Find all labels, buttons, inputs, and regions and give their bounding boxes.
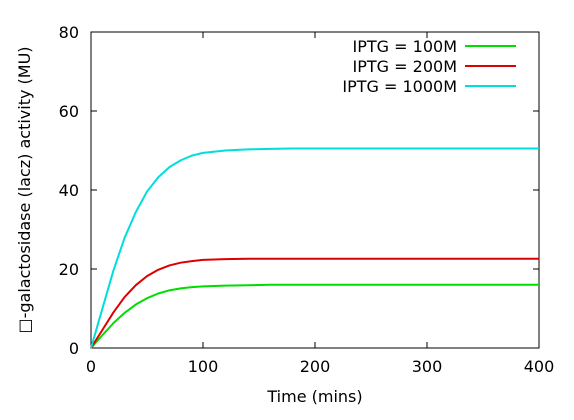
legend-label-1: IPTG = 100M bbox=[353, 37, 457, 56]
legend-label-3: IPTG = 1000M bbox=[342, 77, 457, 96]
series-lines bbox=[90, 147, 539, 349]
y-axis-label: □-galactosidase (lacz) activity (MU) bbox=[15, 46, 34, 333]
series-line-3 bbox=[90, 147, 539, 349]
y-tick-label: 80 bbox=[59, 23, 79, 42]
x-tick-label: 200 bbox=[300, 357, 331, 376]
y-tick-label: 0 bbox=[69, 339, 79, 358]
series-line-1 bbox=[90, 283, 539, 349]
axis-tick-labels: 0 100 200 300 400 0 20 40 60 80 bbox=[59, 23, 555, 376]
x-tick-label: 100 bbox=[188, 357, 219, 376]
x-tick-label: 0 bbox=[86, 357, 96, 376]
plot-frame bbox=[90, 31, 540, 349]
x-tick-label: 300 bbox=[412, 357, 443, 376]
series-line-2 bbox=[90, 257, 539, 349]
y-tick-label: 60 bbox=[59, 102, 79, 121]
axis-ticks bbox=[90, 31, 540, 349]
y-tick-label: 20 bbox=[59, 260, 79, 279]
y-tick-label: 40 bbox=[59, 181, 79, 200]
x-axis-label: Time (mins) bbox=[266, 387, 362, 406]
legend-label-2: IPTG = 200M bbox=[353, 57, 457, 76]
x-tick-label: 400 bbox=[524, 357, 555, 376]
